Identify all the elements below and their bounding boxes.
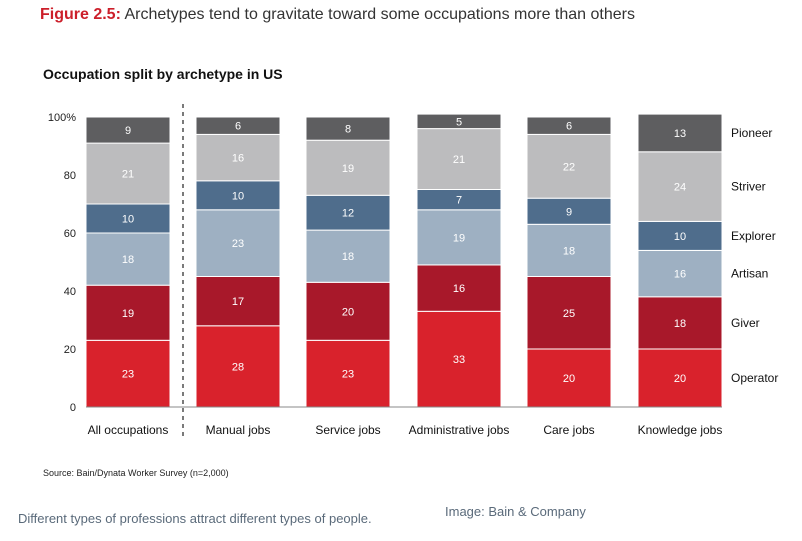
data-label: 20 (563, 373, 575, 385)
figure-title: Figure 2.5: Archetypes tend to gravitate… (40, 6, 635, 24)
bar-segment (195, 209, 281, 277)
bar-segment (195, 325, 281, 408)
data-label: 16 (232, 153, 244, 165)
data-label: 18 (122, 254, 134, 266)
data-label: 17 (232, 296, 244, 308)
data-label: 5 (456, 116, 462, 128)
data-label: 16 (453, 283, 465, 295)
data-label: 23 (342, 369, 354, 381)
data-label: 18 (342, 251, 354, 263)
bar-segment (305, 116, 391, 141)
legend-label: Pioneer (731, 126, 772, 140)
y-tick-label: 20 (64, 344, 76, 356)
data-label: 18 (674, 318, 686, 330)
data-label: 10 (232, 190, 244, 202)
data-label: 7 (456, 195, 462, 207)
data-label: 16 (674, 269, 686, 281)
bar-segment (416, 310, 502, 408)
bar-segment (526, 348, 612, 408)
bar-segment (85, 116, 171, 144)
legend-label: Striver (731, 180, 766, 194)
bar-segment (416, 209, 502, 266)
data-label: 9 (125, 125, 131, 137)
data-label: 24 (674, 182, 686, 194)
data-label: 6 (566, 121, 572, 133)
data-label: 12 (342, 208, 354, 220)
legend-label: Giver (731, 316, 760, 330)
category-label: All occupations (88, 423, 169, 437)
data-label: 20 (342, 306, 354, 318)
data-label: 10 (674, 231, 686, 243)
category-label: Administrative jobs (409, 423, 510, 437)
category-label: Care jobs (543, 423, 594, 437)
data-label: 8 (345, 124, 351, 136)
legend-label: Operator (731, 371, 778, 385)
bar-segment (195, 133, 281, 182)
category-label: Knowledge jobs (638, 423, 723, 437)
bar-segment (85, 339, 171, 408)
legend-label: Explorer (731, 229, 776, 243)
data-label: 22 (563, 161, 575, 173)
bar-segment (637, 296, 723, 350)
category-label: Manual jobs (206, 423, 271, 437)
stacked-bar-chart: 0 20 40 60 80 100% 23 19 18 10 21 9 All occupations 2… (48, 104, 778, 440)
bar-segment (637, 113, 723, 153)
bar-segment (195, 276, 281, 327)
data-label: 19 (122, 308, 134, 320)
data-label: 23 (122, 369, 134, 381)
bar-segment (416, 113, 502, 130)
y-tick-label: 100% (48, 112, 76, 124)
data-label: 21 (122, 169, 134, 181)
source-note: Source: Bain/Dynata Worker Survey (n=2,0… (43, 468, 229, 478)
data-label: 23 (232, 238, 244, 250)
data-label: 9 (566, 206, 572, 218)
data-label: 20 (674, 373, 686, 385)
bar-segment (526, 133, 612, 199)
data-label: 21 (453, 154, 465, 166)
data-label: 28 (232, 361, 244, 373)
data-label: 10 (122, 214, 134, 226)
bar-segment (526, 197, 612, 225)
data-label: 25 (563, 308, 575, 320)
data-label: 18 (563, 245, 575, 257)
bar-segment (416, 264, 502, 312)
image-caption: Different types of professions attract d… (18, 511, 372, 526)
chart-title: Occupation split by archetype in US (43, 66, 283, 82)
y-tick-label: 0 (70, 402, 76, 414)
legend-label: Artisan (731, 267, 768, 281)
data-label: 19 (453, 232, 465, 244)
y-tick-label: 60 (64, 228, 76, 240)
data-label: 6 (235, 121, 241, 133)
data-label: 13 (674, 128, 686, 140)
data-label: 33 (453, 354, 465, 366)
bar-segment (526, 116, 612, 135)
y-tick-label: 80 (64, 170, 76, 182)
bar-segment (195, 116, 281, 135)
figure-label: Figure 2.5: (40, 6, 121, 23)
bar-segment (85, 284, 171, 341)
bar-segment (195, 180, 281, 211)
data-label: 19 (342, 163, 354, 175)
image-credit: Image: Bain & Company (445, 504, 586, 519)
bar-segment (305, 339, 391, 408)
bar-segment (305, 281, 391, 341)
y-tick-label: 40 (64, 286, 76, 298)
bar-segment (416, 128, 502, 191)
bar-segment (526, 276, 612, 350)
bar-segment (526, 223, 612, 278)
category-label: Service jobs (315, 423, 380, 437)
figure-title-text: Archetypes tend to gravitate toward some… (124, 6, 635, 23)
